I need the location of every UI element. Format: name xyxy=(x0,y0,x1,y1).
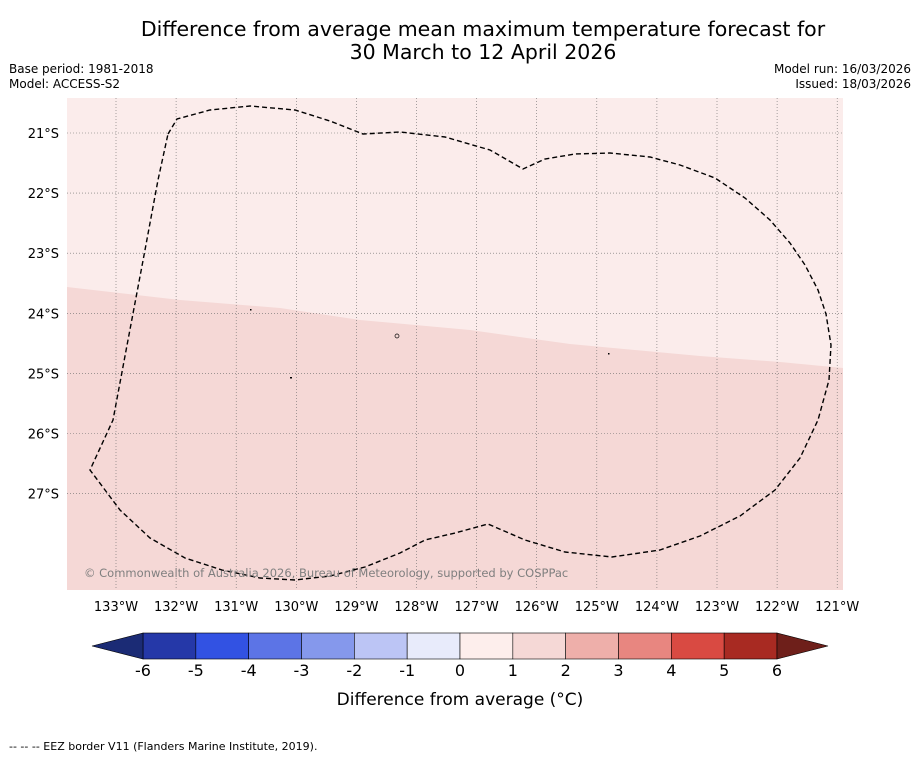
colorbar-high-extend xyxy=(776,632,829,660)
colorbar-tick-label: -2 xyxy=(346,661,362,680)
island-mark xyxy=(290,377,292,379)
island-mark xyxy=(250,309,252,311)
colorbar-low-extend xyxy=(91,632,144,660)
longitude-label: 126°W xyxy=(515,600,559,615)
longitude-labels: 133°W 132°W 131°W 130°W 129°W 128°W 127°W 126°W… xyxy=(94,600,860,615)
longitude-label: 132°W xyxy=(154,600,198,615)
longitude-label: 123°W xyxy=(695,600,739,615)
map: © Commonwealth of Australia 2026, Bureau… xyxy=(28,98,860,615)
eez-legend: -- -- -- EEZ border V11 (Flanders Marine… xyxy=(9,740,318,753)
colorbar-tick-labels: -6 -5 -4 -3 -2 -1 0 1 2 3 4 5 6 xyxy=(135,661,782,680)
meta-left: Base period: 1981-2018 Model: ACCESS-S2 xyxy=(9,62,154,92)
colorbar-cell xyxy=(142,632,197,660)
longitude-label: 131°W xyxy=(214,600,258,615)
colorbar-cell xyxy=(406,632,461,660)
title-line-1: Difference from average mean maximum tem… xyxy=(140,17,826,41)
colorbar-tick-label: -3 xyxy=(294,661,310,680)
longitude-label: 124°W xyxy=(635,600,679,615)
longitude-label: 130°W xyxy=(274,600,318,615)
colorbar-label: Difference from average (°C) xyxy=(337,690,584,710)
colorbar-cell xyxy=(248,632,302,660)
eez-border xyxy=(89,105,832,581)
colorbar: -6 -5 -4 -3 -2 -1 0 1 2 3 4 5 6 Difference from aver… xyxy=(91,632,829,710)
longitude-label: 121°W xyxy=(815,600,859,615)
colorbar-cell xyxy=(459,632,514,660)
colorbar-cell xyxy=(512,632,566,660)
chart-title: Difference from average mean maximum tem… xyxy=(0,18,919,64)
colorbar-tick-label: 2 xyxy=(561,661,571,680)
colorbar-tick-label: 5 xyxy=(719,661,729,680)
longitude-label: 128°W xyxy=(394,600,438,615)
latitude-label: 24°S xyxy=(28,307,59,322)
colorbar-tick-label: -1 xyxy=(399,661,415,680)
gridlines xyxy=(67,98,843,590)
latitude-labels: 21°S 22°S 23°S 24°S 25°S 26°S 27°S xyxy=(28,127,59,503)
longitude-label: 125°W xyxy=(575,600,619,615)
latitude-label: 23°S xyxy=(28,247,59,262)
base-period: Base period: 1981-2018 xyxy=(9,62,154,76)
island-mark xyxy=(394,333,400,339)
model-run: Model run: 16/03/2026 xyxy=(773,62,911,76)
issued-date: Issued: 18/03/2026 xyxy=(795,77,911,91)
colorbar-cells xyxy=(142,632,778,660)
colorbar-tick-label: 1 xyxy=(508,661,518,680)
island-marks xyxy=(250,309,610,379)
colorbar-cell xyxy=(301,632,355,660)
colorbar-cell xyxy=(671,632,725,660)
colorbar-tick-label: 3 xyxy=(613,661,623,680)
colorbar-tick-label: 4 xyxy=(666,661,676,680)
colorbar-tick-label: 0 xyxy=(455,661,465,680)
island-mark xyxy=(608,353,610,355)
meta-right: Model run: 16/03/2026 Issued: 18/03/2026 xyxy=(774,62,911,92)
latitude-label: 22°S xyxy=(28,187,59,202)
title-line-2: 30 March to 12 April 2026 xyxy=(349,40,617,64)
colorbar-tick-label: -4 xyxy=(241,661,257,680)
latitude-label: 26°S xyxy=(28,428,59,443)
longitude-label: 127°W xyxy=(455,600,499,615)
longitude-label: 122°W xyxy=(755,600,799,615)
colorbar-cell xyxy=(723,632,778,660)
model-name: Model: ACCESS-S2 xyxy=(9,77,121,91)
colorbar-cell xyxy=(354,632,408,660)
colorbar-cell xyxy=(618,632,672,660)
map-region-1-to-2 xyxy=(67,287,843,590)
latitude-label: 25°S xyxy=(28,367,59,382)
colorbar-tick-label: -5 xyxy=(188,661,204,680)
latitude-label: 21°S xyxy=(28,127,59,142)
colorbar-tick-label: -6 xyxy=(135,661,151,680)
longitude-label: 129°W xyxy=(334,600,378,615)
colorbar-cell xyxy=(195,632,249,660)
colorbar-cell xyxy=(565,632,619,660)
latitude-label: 27°S xyxy=(28,488,59,503)
copyright-notice: © Commonwealth of Australia 2026, Bureau… xyxy=(84,566,568,580)
longitude-label: 133°W xyxy=(94,600,138,615)
colorbar-tick-label: 6 xyxy=(772,661,782,680)
